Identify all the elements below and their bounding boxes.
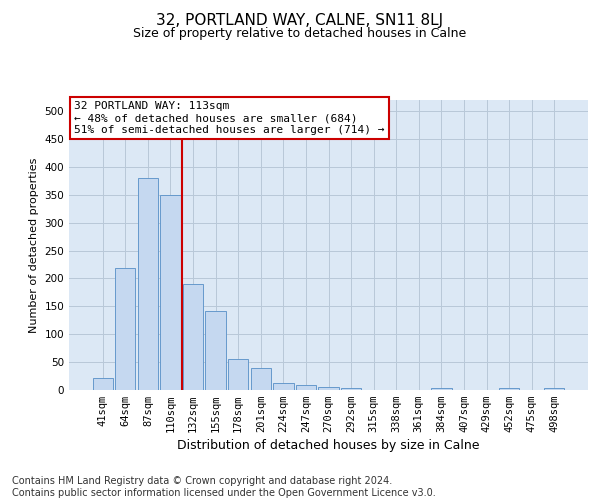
Text: 32, PORTLAND WAY, CALNE, SN11 8LJ: 32, PORTLAND WAY, CALNE, SN11 8LJ bbox=[157, 12, 443, 28]
Bar bbox=[115, 268, 136, 390]
Bar bbox=[228, 360, 248, 390]
Bar bbox=[251, 368, 271, 390]
Text: 32 PORTLAND WAY: 113sqm
← 48% of detached houses are smaller (684)
51% of semi-d: 32 PORTLAND WAY: 113sqm ← 48% of detache… bbox=[74, 102, 385, 134]
Text: Size of property relative to detached houses in Calne: Size of property relative to detached ho… bbox=[133, 28, 467, 40]
Bar bbox=[138, 178, 158, 390]
Bar bbox=[296, 385, 316, 390]
Bar bbox=[341, 388, 361, 390]
Bar bbox=[205, 311, 226, 390]
Bar bbox=[319, 386, 338, 390]
Text: Contains HM Land Registry data © Crown copyright and database right 2024.
Contai: Contains HM Land Registry data © Crown c… bbox=[12, 476, 436, 498]
Bar bbox=[183, 284, 203, 390]
Bar bbox=[544, 388, 565, 390]
Bar bbox=[160, 195, 181, 390]
X-axis label: Distribution of detached houses by size in Calne: Distribution of detached houses by size … bbox=[177, 440, 480, 452]
Bar bbox=[92, 378, 113, 390]
Y-axis label: Number of detached properties: Number of detached properties bbox=[29, 158, 39, 332]
Bar bbox=[499, 388, 519, 390]
Bar bbox=[273, 384, 293, 390]
Bar bbox=[431, 388, 452, 390]
